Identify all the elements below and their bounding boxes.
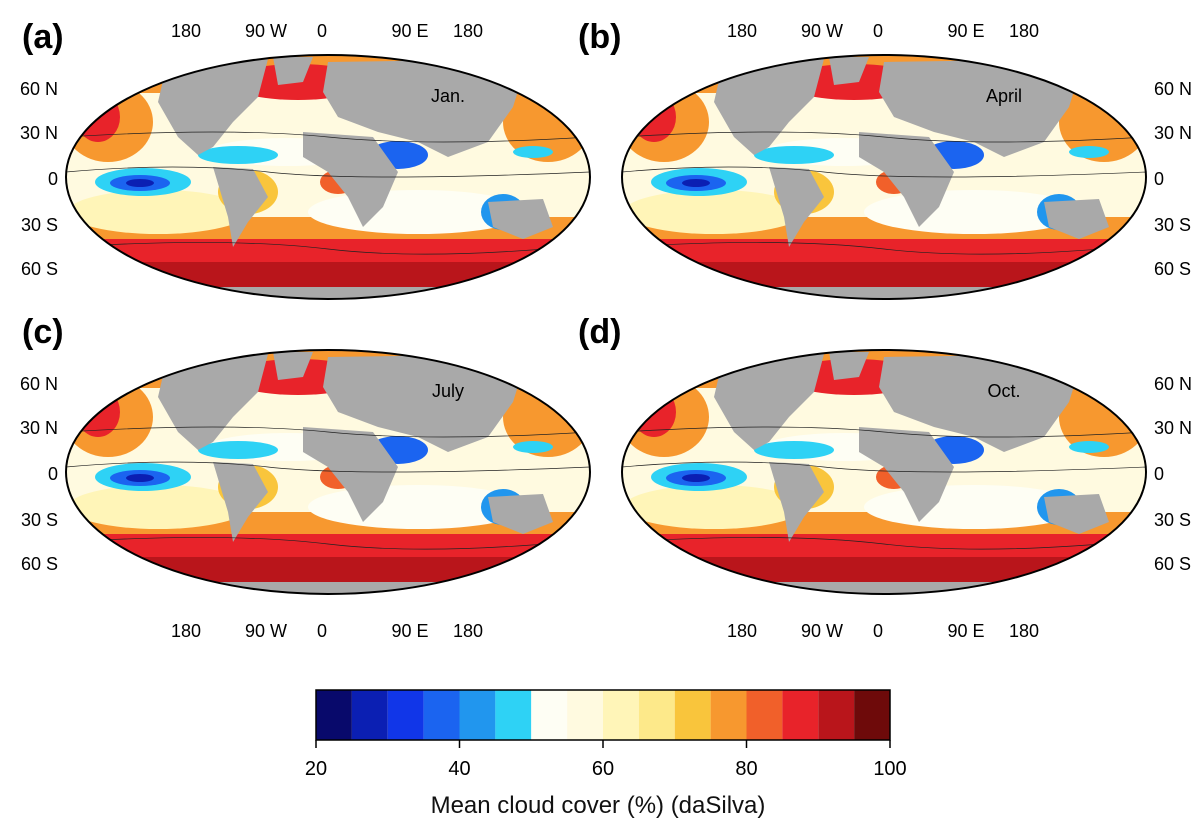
longitude-tick-label: 90 W bbox=[245, 621, 287, 641]
longitude-tick-label: 180 bbox=[1009, 21, 1039, 41]
longitude-tick-label: 180 bbox=[453, 621, 483, 641]
longitude-tick-label: 90 W bbox=[801, 621, 843, 641]
longitude-tick-label: 180 bbox=[1009, 621, 1039, 641]
longitude-tick-label: 180 bbox=[453, 21, 483, 41]
longitude-tick-label: 0 bbox=[873, 21, 883, 41]
longitude-tick-label: 90 W bbox=[801, 21, 843, 41]
colorbar-swatch bbox=[316, 690, 352, 740]
latitude-tick-label: 60 S bbox=[21, 259, 58, 279]
map-panel-4: (d) Oct. 180 90 W 0 90 E 180 60 N 30 N 0 30 S 60 S bbox=[578, 313, 1192, 641]
colorbar-swatch bbox=[531, 690, 568, 740]
colorbar-tick-label: 60 bbox=[592, 758, 614, 780]
latitude-tick-label: 0 bbox=[1154, 169, 1164, 189]
latitude-tick-label: 30 S bbox=[1154, 215, 1191, 235]
panel-label: (b) bbox=[578, 18, 621, 56]
latitude-tick-label: 60 S bbox=[21, 554, 58, 574]
latitude-tick-label: 60 N bbox=[1154, 79, 1192, 99]
panel-label: (c) bbox=[22, 313, 64, 351]
colorbar-swatch bbox=[746, 690, 783, 740]
latitude-tick-label: 60 S bbox=[1154, 554, 1191, 574]
panel-label: (a) bbox=[22, 18, 64, 56]
colorbar-title: Mean cloud cover (%) (daSilva) bbox=[430, 792, 766, 819]
colorbar-swatch bbox=[710, 690, 747, 740]
colorbar-swatch bbox=[423, 690, 460, 740]
colorbar-tick-label: 80 bbox=[735, 758, 757, 780]
colorbar-swatch bbox=[387, 690, 424, 740]
colorbar-swatch bbox=[818, 690, 855, 740]
latitude-tick-label: 60 N bbox=[20, 374, 58, 394]
latitude-tick-label: 0 bbox=[48, 169, 58, 189]
longitude-tick-label: 180 bbox=[727, 21, 757, 41]
colorbar-tick-label: 40 bbox=[448, 758, 470, 780]
colorbar: 20 40 60 80 100 bbox=[305, 689, 907, 780]
latitude-tick-label: 60 N bbox=[20, 79, 58, 99]
latitude-tick-label: 60 N bbox=[1154, 374, 1192, 394]
colorbar-tick-label: 100 bbox=[873, 758, 906, 780]
colorbar-swatch bbox=[459, 690, 496, 740]
longitude-tick-label: 90 E bbox=[947, 21, 984, 41]
longitude-tick-label: 90 E bbox=[947, 621, 984, 641]
latitude-tick-label: 30 S bbox=[21, 215, 58, 235]
longitude-tick-label: 180 bbox=[171, 621, 201, 641]
latitude-tick-label: 30 N bbox=[1154, 123, 1192, 143]
month-label: Oct. bbox=[987, 381, 1020, 401]
colorbar-swatch bbox=[567, 690, 603, 740]
latitude-tick-label: 30 S bbox=[21, 510, 58, 530]
map-panel-3: (c) July 180 90 W 0 90 E 180 60 N 30 N 0 30 S 60 S bbox=[20, 313, 591, 641]
latitude-tick-label: 30 N bbox=[20, 418, 58, 438]
colorbar-swatch bbox=[351, 690, 388, 740]
map-panel-2: (b) April 180 90 W 0 90 E 180 60 N 30 N 0 30 S 60 S bbox=[578, 18, 1192, 300]
colorbar-swatch bbox=[638, 690, 675, 740]
latitude-tick-label: 30 S bbox=[1154, 510, 1191, 530]
longitude-tick-label: 90 E bbox=[391, 621, 428, 641]
longitude-tick-label: 180 bbox=[727, 621, 757, 641]
month-label: July bbox=[432, 381, 464, 401]
latitude-tick-label: 0 bbox=[1154, 464, 1164, 484]
longitude-tick-label: 0 bbox=[317, 621, 327, 641]
longitude-tick-label: 180 bbox=[171, 21, 201, 41]
colorbar-swatch bbox=[603, 690, 639, 740]
colorbar-swatch bbox=[674, 690, 711, 740]
longitude-tick-label: 0 bbox=[317, 21, 327, 41]
map-panel-1: (a) Jan. 180 90 W 0 90 E 180 60 N 30 N 0 30 S 60 S bbox=[20, 18, 591, 300]
panel-label: (d) bbox=[578, 313, 621, 351]
latitude-tick-label: 30 N bbox=[20, 123, 58, 143]
latitude-tick-label: 0 bbox=[48, 464, 58, 484]
month-label: April bbox=[986, 86, 1022, 106]
colorbar-tick-label: 20 bbox=[305, 758, 327, 780]
latitude-tick-label: 60 S bbox=[1154, 259, 1191, 279]
colorbar-swatch bbox=[495, 690, 532, 740]
month-label: Jan. bbox=[431, 86, 465, 106]
colorbar-swatch bbox=[854, 690, 890, 740]
longitude-tick-label: 90 W bbox=[245, 21, 287, 41]
longitude-tick-label: 0 bbox=[873, 621, 883, 641]
longitude-tick-label: 90 E bbox=[391, 21, 428, 41]
colorbar-swatch bbox=[782, 690, 819, 740]
latitude-tick-label: 30 N bbox=[1154, 418, 1192, 438]
